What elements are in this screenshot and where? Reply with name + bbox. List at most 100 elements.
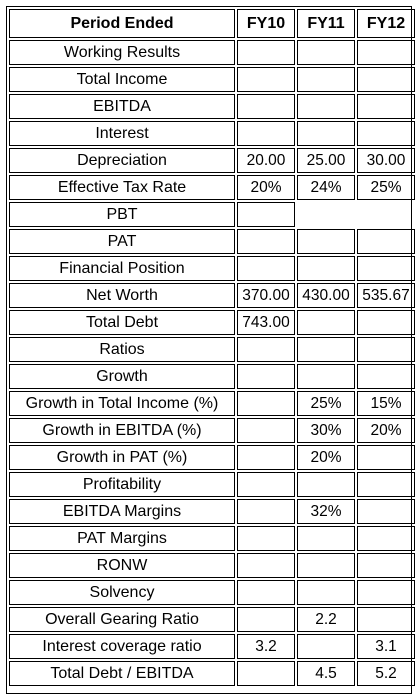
cell-fy10 [237, 472, 295, 497]
cell-fy12: 3.1 [357, 634, 415, 659]
cell-fy12 [357, 121, 415, 146]
row-label: Total Debt / EBITDA [9, 661, 235, 686]
cell-fy12: 5.2 [357, 661, 415, 686]
cell-fy10 [237, 526, 295, 551]
cell-fy12 [357, 40, 415, 65]
cell-fy12: 535.67 [357, 283, 415, 308]
row-label: Overall Gearing Ratio [9, 607, 235, 632]
cell-fy11 [297, 256, 355, 281]
cell-fy12: 20% [357, 418, 415, 443]
row-label: Growth in PAT (%) [9, 445, 235, 470]
cell-fy12 [357, 256, 415, 281]
cell-fy11: 4.5 [297, 661, 355, 686]
row-label: Growth in Total Income (%) [9, 391, 235, 416]
cell-fy10 [237, 418, 295, 443]
row-label: Profitability [9, 472, 235, 497]
cell-fy12: 25% [357, 175, 415, 200]
row-label: Total Debt [9, 310, 235, 335]
cell-fy10 [237, 121, 295, 146]
cell-fy11: 25% [297, 391, 355, 416]
cell-fy11 [297, 553, 355, 578]
cell-fy10 [237, 661, 295, 686]
cell-fy10: 20% [237, 175, 295, 200]
cell-fy11: 32% [297, 499, 355, 524]
cell-fy10: 3.2 [237, 634, 295, 659]
header-fy10: FY10 [237, 9, 295, 38]
cell-fy12 [357, 67, 415, 92]
row-label: Effective Tax Rate [9, 175, 235, 200]
cell-fy12 [357, 526, 415, 551]
cell-fy11 [297, 229, 355, 254]
cell-fy11 [297, 526, 355, 551]
cell-fy12 [357, 445, 415, 470]
cell-fy12 [357, 553, 415, 578]
cell-fy10: 743.00 [237, 310, 295, 335]
cell-fy11 [297, 337, 355, 362]
cell-fy11: 2.2 [297, 607, 355, 632]
row-label: EBITDA Margins [9, 499, 235, 524]
row-label: Growth [9, 364, 235, 389]
cell-fy12 [357, 499, 415, 524]
row-label: Interest [9, 121, 235, 146]
cell-fy11 [297, 202, 355, 227]
cell-fy11: 20% [297, 445, 355, 470]
cell-fy11 [297, 364, 355, 389]
cell-fy10 [237, 229, 295, 254]
row-label: Working Results [9, 40, 235, 65]
cell-fy10: 370.00 [237, 283, 295, 308]
row-label: Total Income [9, 67, 235, 92]
cell-fy10 [237, 580, 295, 605]
financial-table: Period Ended FY10 FY11 FY12 Working Resu… [6, 6, 415, 694]
cell-fy12 [357, 337, 415, 362]
cell-fy10 [237, 391, 295, 416]
cell-fy10 [237, 364, 295, 389]
cell-fy11 [297, 472, 355, 497]
row-label: Net Worth [9, 283, 235, 308]
row-label: EBITDA [9, 94, 235, 119]
cell-fy10 [237, 337, 295, 362]
cell-fy10: 20.00 [237, 148, 295, 173]
row-label: PBT [9, 202, 235, 227]
cell-fy11 [297, 67, 355, 92]
cell-fy11: 30% [297, 418, 355, 443]
cell-fy12 [357, 202, 415, 227]
cell-fy11 [297, 40, 355, 65]
cell-fy12: 15% [357, 391, 415, 416]
row-label: PAT Margins [9, 526, 235, 551]
cell-fy10 [237, 553, 295, 578]
cell-fy12 [357, 94, 415, 119]
cell-fy12 [357, 472, 415, 497]
cell-fy10 [237, 607, 295, 632]
cell-fy11 [297, 94, 355, 119]
cell-fy12 [357, 580, 415, 605]
cell-fy10 [237, 202, 295, 227]
row-label: Growth in EBITDA (%) [9, 418, 235, 443]
cell-fy11: 24% [297, 175, 355, 200]
row-label: Ratios [9, 337, 235, 362]
row-label: PAT [9, 229, 235, 254]
cell-fy12 [357, 607, 415, 632]
row-label: RONW [9, 553, 235, 578]
row-label: Financial Position [9, 256, 235, 281]
row-label: Depreciation [9, 148, 235, 173]
cell-fy10 [237, 256, 295, 281]
row-label: Solvency [9, 580, 235, 605]
header-fy11: FY11 [297, 9, 355, 38]
cell-fy11: 25.00 [297, 148, 355, 173]
cell-fy12 [357, 364, 415, 389]
cell-fy10 [237, 445, 295, 470]
header-period-ended: Period Ended [9, 9, 235, 38]
cell-fy10 [237, 499, 295, 524]
cell-fy11 [297, 121, 355, 146]
cell-fy12: 30.00 [357, 148, 415, 173]
cell-fy10 [237, 40, 295, 65]
cell-fy12 [357, 310, 415, 335]
cell-fy12 [357, 229, 415, 254]
cell-fy11 [297, 310, 355, 335]
cell-fy10 [237, 94, 295, 119]
cell-fy11 [297, 634, 355, 659]
cell-fy11 [297, 580, 355, 605]
cell-fy11: 430.00 [297, 283, 355, 308]
row-label: Interest coverage ratio [9, 634, 235, 659]
cell-fy10 [237, 67, 295, 92]
